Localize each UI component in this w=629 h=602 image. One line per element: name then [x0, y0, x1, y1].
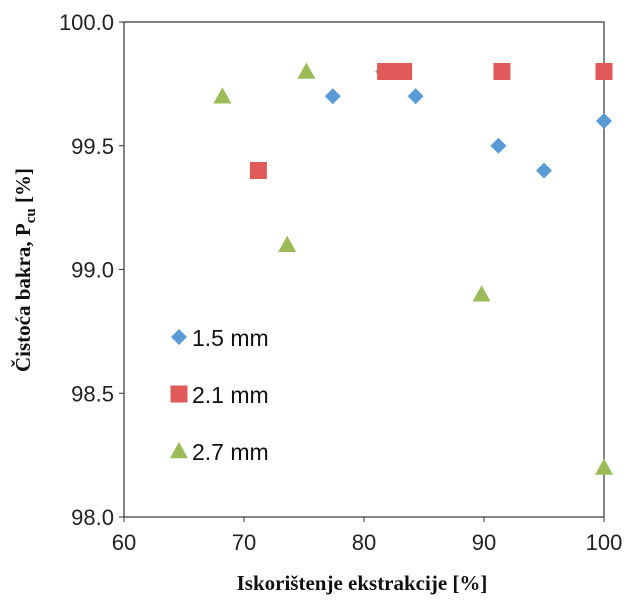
- y-axis-title: Čistoća bakra, Pcu [%]: [11, 168, 39, 372]
- y-tick-label: 98.0: [71, 505, 114, 530]
- data-point: [278, 235, 297, 252]
- legend-item: 2.7 mm: [170, 439, 269, 465]
- legend-item: 2.1 mm: [170, 382, 269, 408]
- data-point: [395, 63, 413, 80]
- data-point: [407, 88, 424, 105]
- data-point: [472, 285, 491, 302]
- x-axis-title: Iskorištenje ekstrakcije [%]: [237, 571, 488, 595]
- data-point: [213, 87, 232, 104]
- data-point: [490, 137, 507, 154]
- series-2-1-mm: [249, 63, 613, 179]
- y-axis-title-main: Čistoća bakra, P: [11, 223, 35, 372]
- legend-marker: [170, 385, 188, 403]
- series-2-7-mm: [213, 62, 613, 475]
- x-tick-label: 100: [586, 530, 623, 555]
- data-point: [493, 63, 511, 80]
- x-tick-label: 80: [352, 530, 376, 555]
- data-point: [595, 458, 613, 475]
- legend-marker: [171, 329, 187, 345]
- legend-marker: [170, 442, 188, 459]
- y-axis-title-subscript: cu: [23, 208, 39, 223]
- data-point: [249, 162, 267, 179]
- data-point: [536, 162, 552, 179]
- y-tick-label: 99.0: [71, 258, 114, 283]
- x-tick-label: 60: [112, 530, 136, 555]
- legend-label: 2.7 mm: [192, 439, 269, 465]
- data-point: [324, 88, 341, 105]
- series-1-5-mm: [324, 63, 612, 179]
- y-tick-label: 99.5: [71, 134, 114, 159]
- legend-item: 1.5 mm: [171, 325, 269, 351]
- y-axis-title-tail: [%]: [11, 168, 35, 208]
- legend-label: 2.1 mm: [192, 382, 269, 408]
- x-tick-label: 90: [472, 530, 496, 555]
- y-tick-label: 98.5: [71, 381, 114, 406]
- legend-label: 1.5 mm: [192, 325, 269, 351]
- data-point: [596, 113, 612, 129]
- x-tick-label: 70: [232, 530, 256, 555]
- y-tick-label: 100.0: [59, 10, 114, 35]
- data-point: [297, 62, 316, 79]
- data-point: [595, 63, 613, 80]
